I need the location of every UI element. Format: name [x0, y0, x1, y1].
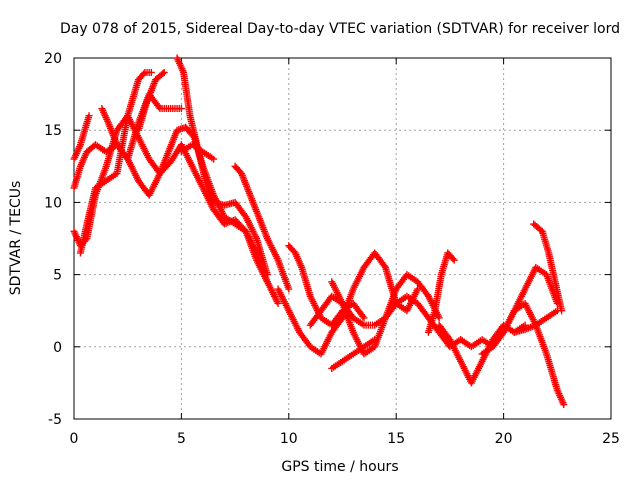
data-series	[70, 54, 568, 409]
series-track-1	[70, 123, 271, 286]
data-point	[553, 307, 561, 315]
data-point	[140, 70, 148, 78]
data-point	[160, 68, 168, 76]
data-point	[147, 68, 155, 76]
data-point	[359, 312, 367, 320]
series-track-8	[177, 141, 218, 163]
x-tick-label: 15	[387, 431, 405, 447]
y-axis: -5 0 5 10 15 20	[44, 51, 611, 428]
data-point	[210, 155, 218, 163]
y-axis-label: SDTVAR / TECUs	[8, 181, 24, 296]
series-track-20	[510, 307, 561, 336]
data-point	[337, 316, 345, 324]
y-tick-label: 15	[44, 123, 62, 139]
series-track-19	[530, 220, 566, 315]
x-tick-label: 25	[602, 431, 620, 447]
plot-frame	[73, 57, 612, 420]
x-tick-label: 5	[177, 431, 186, 447]
data-point	[360, 314, 368, 322]
data-point	[450, 256, 458, 264]
data-point	[155, 103, 163, 111]
series-track-6	[134, 68, 168, 134]
data-point	[159, 70, 167, 78]
series-track-17	[457, 263, 561, 351]
y-tick-label: 5	[53, 268, 62, 284]
series-track-18	[478, 299, 568, 409]
y-tick-label: 0	[53, 340, 62, 356]
series-track-15	[424, 249, 458, 336]
series-track-9	[231, 162, 293, 293]
x-tick-label: 0	[70, 431, 79, 447]
data-point	[449, 255, 457, 263]
x-tick-label: 10	[280, 431, 298, 447]
data-point	[263, 271, 271, 279]
y-tick-label: -5	[48, 412, 62, 428]
data-point	[435, 314, 443, 322]
data-point	[85, 112, 93, 120]
grid	[74, 58, 611, 419]
x-axis-label: GPS time / hours	[281, 459, 398, 475]
series-track-12	[274, 249, 422, 358]
data-point	[371, 336, 379, 344]
series-track-4	[70, 112, 93, 163]
data-point	[177, 105, 185, 113]
series-track-10	[285, 242, 368, 329]
y-tick-label: 20	[44, 51, 62, 67]
series-track-3	[76, 68, 155, 257]
data-point	[380, 262, 388, 270]
series-track-14	[328, 336, 379, 372]
data-point	[560, 401, 568, 409]
x-axis: 0 5 10 15 20 25	[70, 58, 620, 447]
x-tick-label: 20	[495, 431, 513, 447]
data-point	[274, 299, 282, 307]
chart-title: Day 078 of 2015, Sidereal Day-to-day VTE…	[60, 21, 620, 37]
data-point	[414, 285, 422, 293]
y-tick-label: 10	[44, 195, 62, 211]
data-point	[285, 285, 293, 293]
series-track-7	[173, 54, 271, 279]
